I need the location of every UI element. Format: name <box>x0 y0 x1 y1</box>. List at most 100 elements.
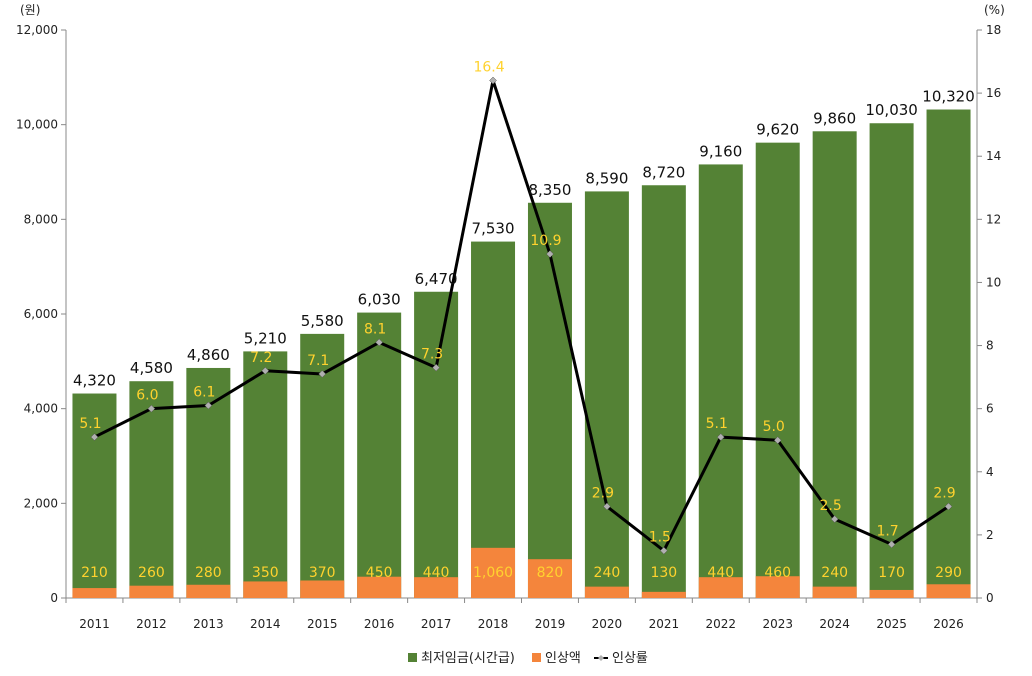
wage-value-label: 8,350 <box>528 181 571 199</box>
increase-bar <box>584 586 629 598</box>
increase-value-label: 290 <box>935 565 962 581</box>
legend-swatch-increase <box>532 653 541 662</box>
left-tick-label: 0 <box>50 591 58 605</box>
wage-bar <box>72 393 117 598</box>
wage-bar <box>755 142 800 599</box>
left-tick-label: 8,000 <box>24 212 58 226</box>
rate-value-label: 10.9 <box>530 233 561 249</box>
left-tick-label: 10,000 <box>16 118 58 132</box>
rate-value-label: 5.1 <box>79 416 101 432</box>
rate-value-label: 2.5 <box>820 498 842 514</box>
wage-value-label: 6,470 <box>415 270 458 288</box>
wage-value-label: 5,210 <box>244 329 287 347</box>
rate-point <box>261 366 270 375</box>
increase-bar <box>812 586 857 598</box>
wage-bar <box>300 333 345 598</box>
increase-value-label: 450 <box>366 565 393 581</box>
x-tick-label: 2013 <box>193 617 224 631</box>
wage-bar <box>812 131 857 598</box>
increase-bar <box>926 584 971 598</box>
rate-point <box>887 540 896 549</box>
rate-point <box>147 404 156 413</box>
data-labels: 4,320 4,580 4,860 5,210 5,580 6,030 6,470 7,530… <box>73 59 975 581</box>
right-tick-label: 6 <box>986 402 994 416</box>
rate-point <box>546 250 554 258</box>
rate-value-label: 7.1 <box>307 353 329 369</box>
rate-value-label: 5.0 <box>763 419 785 435</box>
legend-swatch-wage <box>408 653 417 662</box>
right-tick-label: 18 <box>986 23 1001 37</box>
axes: 0 2,000 4,000 6,000 8,000 10,000 12,000 0 2 4 6 8 10… <box>16 3 1005 631</box>
increase-value-label: 460 <box>764 565 791 581</box>
right-tick-label: 8 <box>986 339 994 353</box>
wage-value-label: 8,590 <box>585 169 628 187</box>
rate-value-label: 1.7 <box>876 523 898 539</box>
rate-point <box>489 76 497 85</box>
increase-value-label: 440 <box>707 565 734 581</box>
increase-bar <box>186 584 231 598</box>
wage-bar <box>243 351 288 598</box>
wage-value-label: 9,160 <box>699 142 742 160</box>
wage-bar <box>471 241 516 598</box>
x-tick-label: 2016 <box>364 617 395 631</box>
increase-value-label: 170 <box>878 565 905 581</box>
increase-value-label: 280 <box>195 565 222 581</box>
increase-bar <box>72 588 117 598</box>
right-tick-label: 4 <box>986 465 994 479</box>
wage-value-label: 8,720 <box>642 163 685 181</box>
wage-value-label: 7,530 <box>472 220 515 238</box>
rate-value-label: 7.2 <box>250 350 272 366</box>
left-tick-label: 2,000 <box>24 496 58 510</box>
x-tick-label: 2019 <box>535 617 566 631</box>
x-tick-label: 2011 <box>79 617 110 631</box>
wage-bar <box>414 291 459 598</box>
wage-value-label: 4,580 <box>130 359 173 377</box>
legend-label-increase: 인상액 <box>545 651 581 666</box>
rate-point <box>204 401 213 410</box>
x-tick-label: 2026 <box>933 617 964 631</box>
rate-value-label: 6.0 <box>136 388 158 404</box>
increase-bar <box>869 589 914 598</box>
x-tick-label: 2012 <box>136 617 167 631</box>
left-tick-label: 6,000 <box>24 307 58 321</box>
wage-bar <box>641 185 686 598</box>
wage-bar <box>926 109 971 599</box>
increase-value-label: 440 <box>423 565 450 581</box>
left-axis-unit: (원) <box>20 3 40 17</box>
increase-value-label: 240 <box>821 565 848 581</box>
increase-bar <box>527 559 572 598</box>
increase-bar <box>243 581 288 598</box>
rate-point <box>603 502 611 511</box>
rate-point <box>944 502 953 511</box>
increase-bar <box>755 576 800 598</box>
wage-value-label: 9,620 <box>756 121 799 139</box>
left-tick-label: 4,000 <box>24 402 58 416</box>
rate-point <box>716 433 725 441</box>
x-tick-label: 2022 <box>706 617 737 631</box>
x-tick-label: 2017 <box>421 617 452 631</box>
right-tick-label: 12 <box>986 212 1001 226</box>
wage-bar <box>357 312 402 598</box>
rate-point <box>830 515 839 523</box>
right-tick-label: 0 <box>986 591 994 605</box>
right-axis-unit: (%) <box>984 3 1005 17</box>
increase-value-label: 370 <box>309 565 336 581</box>
wage-value-label: 5,580 <box>301 312 344 330</box>
wage-value-label: 10,030 <box>865 101 918 119</box>
increase-bar <box>641 591 686 598</box>
increase-value-label: 1,060 <box>473 565 513 581</box>
rate-point <box>659 546 668 555</box>
increase-value-label: 350 <box>252 565 279 581</box>
increase-value-label: 260 <box>138 565 165 581</box>
increase-bar <box>300 580 345 598</box>
rate-line-path <box>93 78 950 553</box>
legend: 최저임금(시간급) 인상액 인상률 <box>408 651 648 666</box>
x-tick-label: 2021 <box>649 617 680 631</box>
right-tick-label: 14 <box>986 149 1001 163</box>
rate-value-label: 7.3 <box>421 347 443 363</box>
increase-bar <box>357 576 402 598</box>
rate-point <box>375 338 384 347</box>
x-tick-label: 2020 <box>592 617 623 631</box>
increase-bar <box>471 547 516 598</box>
